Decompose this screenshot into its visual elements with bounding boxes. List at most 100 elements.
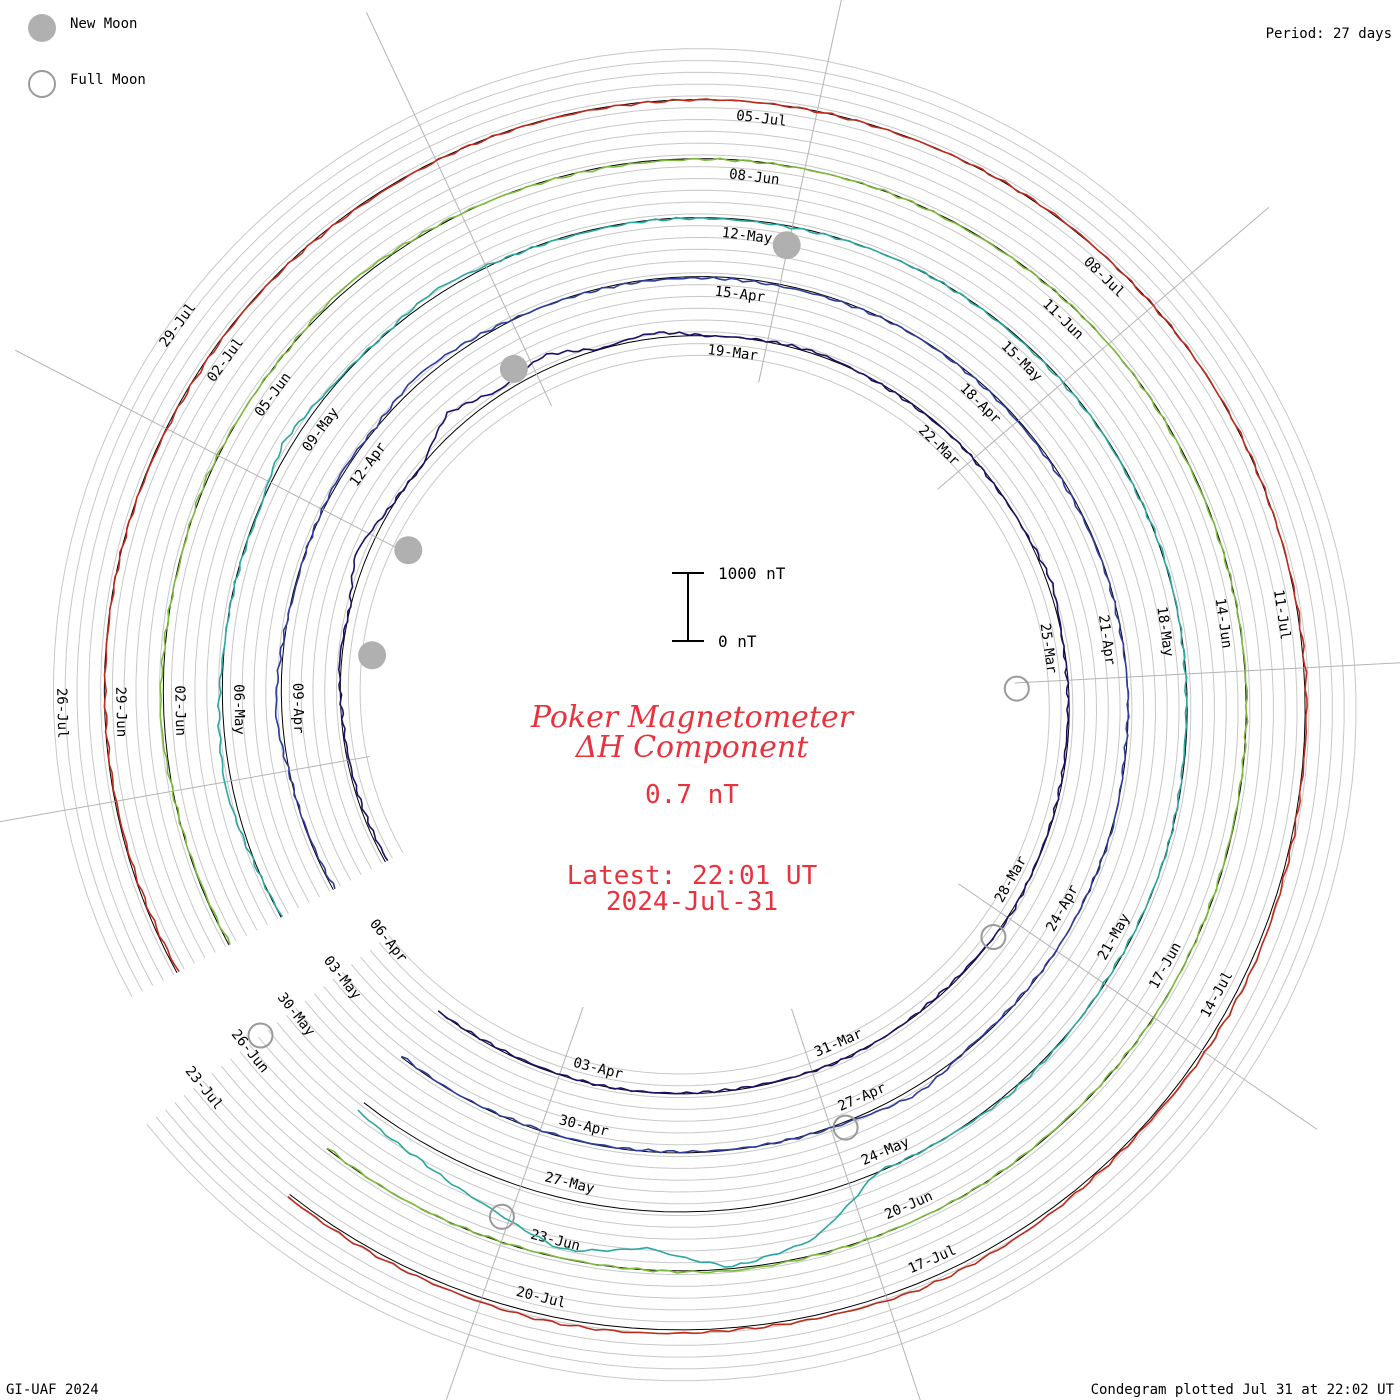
date-label: 29-Jun bbox=[112, 686, 129, 737]
moon-marker-layer bbox=[247, 231, 1030, 1230]
date-label: 06-Apr bbox=[366, 916, 410, 966]
radial-line bbox=[937, 207, 1270, 490]
scale-bottom-label: 0 nT bbox=[718, 632, 757, 651]
grid-ring bbox=[76, 71, 1333, 1358]
grid-ring bbox=[229, 225, 1180, 1205]
date-label: 05-Jun bbox=[252, 370, 295, 420]
chart-title-line1: Poker Magnetometer bbox=[530, 700, 855, 735]
baseline-spiral bbox=[221, 217, 1188, 1213]
radial-line bbox=[365, 12, 553, 407]
current-value: 0.7 nT bbox=[645, 780, 739, 810]
series-trace bbox=[159, 157, 1249, 1274]
radial-line bbox=[791, 1008, 921, 1400]
scale-top-label: 1000 nT bbox=[718, 564, 786, 583]
date-label: 29-Jul bbox=[157, 300, 200, 350]
date-label: 02-Jun bbox=[171, 685, 188, 736]
grid-ring bbox=[64, 60, 1345, 1370]
date-label: 21-Apr bbox=[1095, 614, 1118, 666]
grid-ring bbox=[241, 236, 1168, 1193]
date-label: 24-May bbox=[859, 1134, 912, 1169]
date-label: 15-Apr bbox=[714, 284, 766, 306]
full-moon-marker bbox=[488, 1203, 515, 1230]
date-label: 03-May bbox=[320, 953, 364, 1003]
baseline-spiral bbox=[339, 335, 1070, 1095]
date-label: 19-Mar bbox=[707, 342, 759, 364]
date-label: 11-Jul bbox=[1270, 589, 1293, 641]
grid-ring bbox=[182, 177, 1227, 1252]
grid-ring bbox=[324, 319, 1086, 1110]
date-label: 22-Mar bbox=[915, 422, 962, 469]
full-moon-legend-label: Full Moon bbox=[70, 72, 146, 88]
date-label: 02-Jul bbox=[204, 335, 247, 385]
new-moon-marker bbox=[772, 231, 801, 260]
date-label: 23-Jul bbox=[182, 1063, 226, 1113]
scale-bar bbox=[672, 572, 704, 642]
grid-ring bbox=[312, 307, 1098, 1122]
series-trace bbox=[103, 98, 1308, 1335]
date-label: 11-Jun bbox=[1039, 296, 1086, 343]
grid-ring bbox=[88, 83, 1322, 1346]
date-label: 20-Jun bbox=[882, 1188, 935, 1223]
latest-date: 2024-Jul-31 bbox=[606, 887, 778, 917]
series-trace bbox=[216, 216, 1188, 1268]
date-label: 25-Mar bbox=[1036, 622, 1059, 674]
date-label: 09-May bbox=[299, 405, 342, 455]
date-label: 14-Jun bbox=[1212, 597, 1235, 649]
series-trace bbox=[337, 331, 1070, 1095]
grid-ring bbox=[347, 343, 1062, 1087]
grid-ring bbox=[170, 166, 1239, 1264]
baseline-spiral bbox=[280, 276, 1129, 1154]
radial-line bbox=[1014, 662, 1400, 684]
grid-ring bbox=[123, 118, 1286, 1311]
date-label: 26-Jul bbox=[53, 688, 70, 739]
date-label: 30-Apr bbox=[557, 1112, 610, 1140]
grid-ring bbox=[111, 107, 1298, 1323]
date-label: 24-Apr bbox=[1043, 882, 1082, 934]
grid-ring bbox=[53, 48, 1357, 1382]
full-moon-marker bbox=[247, 1022, 274, 1049]
date-label: 08-Jun bbox=[728, 166, 780, 188]
new-moon-legend-icon bbox=[28, 14, 56, 42]
full-moon-marker bbox=[1003, 675, 1030, 702]
chart-title-line2: ΔH Component bbox=[575, 730, 809, 765]
date-label: 31-Mar bbox=[812, 1026, 865, 1061]
date-label: 30-May bbox=[274, 990, 318, 1040]
baseline-spiral bbox=[103, 99, 1306, 1331]
new-moon-marker bbox=[394, 536, 423, 565]
grid-ring bbox=[194, 189, 1215, 1240]
grid-ring bbox=[206, 201, 1204, 1228]
series-layer bbox=[103, 98, 1308, 1335]
grid-ring bbox=[135, 130, 1274, 1299]
date-label: 08-Jul bbox=[1080, 254, 1127, 301]
grid-ring bbox=[253, 248, 1157, 1181]
radial-line bbox=[0, 755, 371, 823]
date-label: 12-Apr bbox=[347, 439, 390, 489]
grid-ring bbox=[218, 213, 1192, 1217]
grid-ring bbox=[359, 354, 1050, 1075]
date-label: 17-Jun bbox=[1146, 940, 1185, 992]
date-label: 12-May bbox=[721, 225, 773, 247]
grid-ring bbox=[288, 284, 1121, 1146]
date-label: 20-Jul bbox=[514, 1284, 567, 1312]
new-moon-marker bbox=[499, 354, 528, 383]
date-label: 28-Mar bbox=[992, 854, 1031, 906]
date-label: 03-Apr bbox=[572, 1055, 625, 1083]
date-label: 15-May bbox=[998, 338, 1045, 385]
date-label: 06-May bbox=[230, 684, 247, 735]
radial-line bbox=[445, 1006, 584, 1400]
grid-ring bbox=[147, 142, 1263, 1287]
period-label: Period: 27 days bbox=[1266, 26, 1392, 42]
grid-ring bbox=[159, 154, 1251, 1276]
series-trace bbox=[274, 276, 1130, 1154]
date-label: 21-May bbox=[1095, 911, 1134, 963]
full-moon-legend-icon bbox=[28, 70, 56, 98]
grid-ring bbox=[300, 295, 1109, 1134]
date-label: 18-May bbox=[1153, 605, 1176, 657]
grid-ring bbox=[276, 272, 1133, 1158]
date-label: 26-Jun bbox=[228, 1027, 272, 1077]
date-label: 18-Apr bbox=[956, 380, 1003, 427]
radial-line bbox=[957, 883, 1318, 1130]
new-moon-marker bbox=[358, 641, 387, 670]
grid-ring bbox=[265, 260, 1145, 1169]
